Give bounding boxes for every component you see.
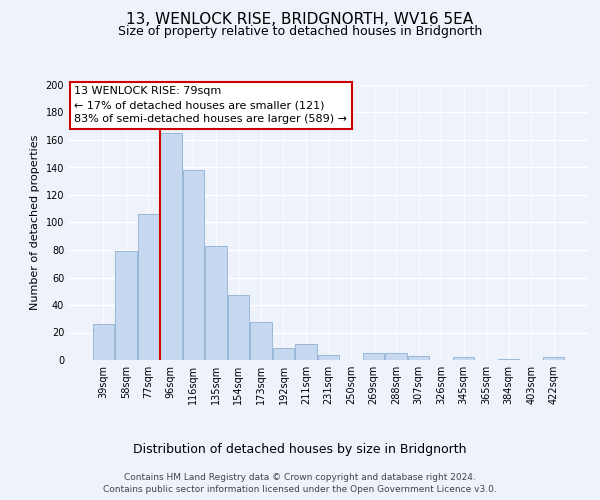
Bar — [160, 133, 182, 360]
Bar — [137, 214, 159, 360]
Bar — [363, 353, 384, 360]
Bar — [498, 358, 520, 360]
Text: 13, WENLOCK RISE, BRIDGNORTH, WV16 5EA: 13, WENLOCK RISE, BRIDGNORTH, WV16 5EA — [127, 12, 473, 28]
Bar — [205, 246, 227, 360]
Bar — [228, 296, 249, 360]
Bar — [250, 322, 272, 360]
Y-axis label: Number of detached properties: Number of detached properties — [30, 135, 40, 310]
Bar — [385, 353, 407, 360]
Bar — [408, 356, 429, 360]
Bar — [115, 252, 137, 360]
Text: Size of property relative to detached houses in Bridgnorth: Size of property relative to detached ho… — [118, 25, 482, 38]
Text: 13 WENLOCK RISE: 79sqm
← 17% of detached houses are smaller (121)
83% of semi-de: 13 WENLOCK RISE: 79sqm ← 17% of detached… — [74, 86, 347, 124]
Bar — [453, 357, 475, 360]
Text: Contains public sector information licensed under the Open Government Licence v3: Contains public sector information licen… — [103, 485, 497, 494]
Bar — [543, 357, 565, 360]
Bar — [295, 344, 317, 360]
Text: Contains HM Land Registry data © Crown copyright and database right 2024.: Contains HM Land Registry data © Crown c… — [124, 472, 476, 482]
Bar — [182, 170, 204, 360]
Bar — [273, 348, 294, 360]
Text: Distribution of detached houses by size in Bridgnorth: Distribution of detached houses by size … — [133, 442, 467, 456]
Bar — [318, 354, 339, 360]
Bar — [92, 324, 114, 360]
